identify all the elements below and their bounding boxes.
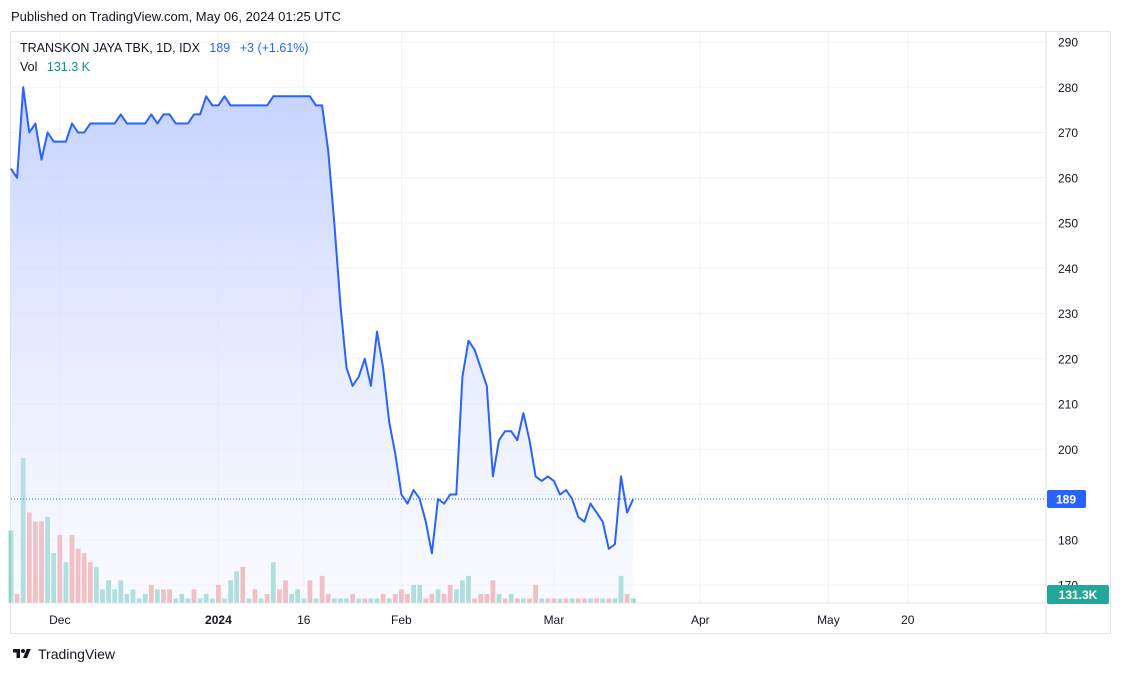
time-tick-label: Dec: [49, 613, 70, 627]
axis-badges: 189 131.3K: [1047, 490, 1109, 604]
published-note: Published on TradingView.com, May 06, 20…: [11, 9, 342, 24]
volume-label[interactable]: Vol: [20, 60, 38, 74]
legend-change: +3 (+1.61%): [239, 41, 309, 55]
price-line: [10, 86, 635, 555]
price-tick-label: 270: [1058, 126, 1078, 140]
price-tick-label: 290: [1058, 36, 1078, 50]
price-tick-label: 200: [1058, 443, 1078, 457]
time-tick-label: Mar: [544, 613, 565, 627]
last-volume-badge-text: 131.3K: [1059, 588, 1098, 602]
price-tick-label: 180: [1058, 533, 1078, 547]
last-price-badge: [1047, 490, 1086, 509]
symbol-title[interactable]: TRANSKON JAYA TBK, 1D, IDX: [20, 41, 200, 55]
chart-legend: TRANSKON JAYA TBK, 1D, IDX 189 +3 (+1.61…: [20, 39, 309, 77]
price-tick-label: 250: [1058, 217, 1078, 231]
price-tick-label: 240: [1058, 262, 1078, 276]
price-tick-label: 260: [1058, 171, 1078, 185]
time-axis: Dec 2024 16 Feb Mar Apr May 20: [11, 602, 1110, 627]
legend-price: 189: [209, 41, 231, 55]
price-axis: 290280270260250240230220210200190180170: [1045, 32, 1078, 633]
time-tick-label: 20: [901, 613, 915, 627]
brand-name: TradingView: [38, 646, 116, 662]
tradingview-brand[interactable]: TradingView: [11, 646, 115, 662]
price-tick-label: 220: [1058, 352, 1078, 366]
tradingview-logo-icon: [13, 649, 31, 658]
volume-value: 131.3 K: [46, 60, 90, 74]
chart-frame[interactable]: [10, 31, 1111, 634]
time-tick-label: Feb: [391, 613, 412, 627]
time-tick-label: 2024: [205, 613, 232, 627]
last-price-badge-text: 189: [1056, 493, 1076, 507]
time-tick-label: Apr: [691, 613, 710, 627]
price-tick-label: 210: [1058, 398, 1078, 412]
last-volume-badge: [1047, 585, 1109, 604]
price-tick-label: 230: [1058, 307, 1078, 321]
time-tick-label: May: [817, 613, 840, 627]
price-area: [11, 87, 634, 604]
time-tick-label: 16: [297, 613, 311, 627]
price-tick-label: 280: [1058, 81, 1078, 95]
